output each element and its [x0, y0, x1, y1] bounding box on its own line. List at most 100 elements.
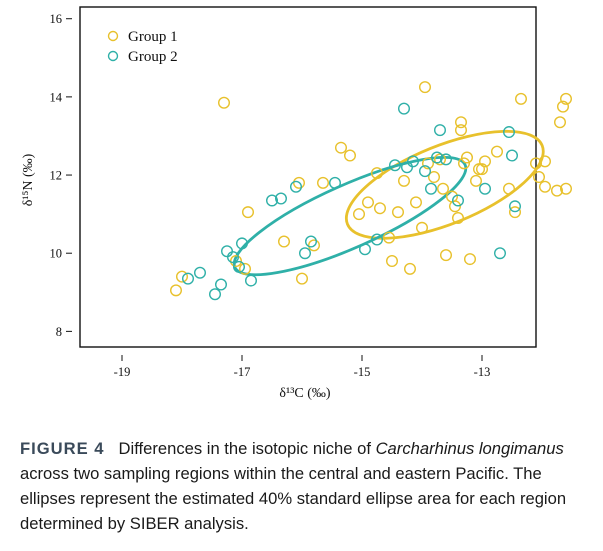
point-group-2 [181, 272, 194, 285]
point-group-2 [226, 251, 239, 264]
x-tick-label: -19 [114, 365, 131, 379]
x-tick-label: -15 [354, 365, 371, 379]
point-group-1 [560, 92, 573, 105]
point-group-2 [275, 192, 288, 205]
point-group-2 [244, 274, 257, 287]
point-group-1 [503, 182, 516, 195]
point-group-1 [470, 174, 483, 187]
point-group-1 [473, 163, 486, 176]
point-group-1 [533, 170, 546, 183]
point-group-1 [560, 182, 573, 195]
point-group-2 [389, 159, 402, 172]
point-group-1 [539, 180, 552, 193]
figure-label: FIGURE 4 [20, 439, 105, 458]
point-group-2 [494, 247, 507, 260]
points-layer [169, 81, 573, 301]
point-group-2 [329, 176, 342, 189]
point-group-2 [290, 180, 303, 193]
point-group-1 [455, 116, 468, 129]
axis-layer: -19 -17 -15 -13 8 10 12 14 16 [50, 12, 491, 379]
point-group-1 [458, 157, 471, 170]
x-tick-label: -17 [234, 365, 251, 379]
y-tick-label: 16 [50, 12, 63, 26]
point-group-1 [419, 81, 432, 94]
point-group-2 [425, 182, 438, 195]
point-group-1 [241, 206, 254, 219]
legend-label-group-2: Group 2 [128, 49, 178, 65]
point-group-1 [509, 206, 522, 219]
point-group-1 [539, 155, 552, 168]
point-group-1 [551, 184, 564, 197]
point-group-1 [386, 255, 399, 268]
point-group-1 [557, 100, 570, 113]
point-group-1 [464, 253, 477, 266]
point-group-1 [217, 96, 230, 109]
point-group-1 [449, 200, 462, 213]
point-group-2 [214, 278, 227, 291]
point-group-1 [353, 208, 366, 221]
y-tick-label: 14 [50, 90, 63, 104]
point-group-1 [278, 235, 291, 248]
point-group-1 [476, 163, 489, 176]
point-group-1 [238, 262, 251, 275]
point-group-2 [193, 266, 206, 279]
point-group-1 [440, 249, 453, 262]
point-group-1 [452, 212, 465, 225]
point-group-1 [479, 155, 492, 168]
caption-species: Carcharhinus longimanus [375, 439, 564, 458]
point-group-2 [266, 194, 279, 207]
point-group-2 [503, 126, 516, 139]
point-group-1 [455, 124, 468, 137]
point-group-1 [530, 157, 543, 170]
scatter-chart: -19 -17 -15 -13 8 10 12 14 16 Group 1 Group 2 δ¹… [21, 6, 573, 401]
y-tick-label: 10 [50, 247, 63, 261]
point-group-1 [398, 174, 411, 187]
point-group-1 [362, 196, 375, 209]
point-group-1 [491, 145, 504, 158]
point-group-1 [335, 141, 348, 154]
point-group-1 [293, 176, 306, 189]
point-group-1 [374, 202, 387, 215]
point-group-1 [392, 206, 405, 219]
point-group-1 [383, 231, 396, 244]
point-group-1 [437, 182, 450, 195]
point-group-2 [232, 260, 245, 273]
point-group-2 [299, 247, 312, 260]
point-group-1 [554, 116, 567, 129]
legend: Group 1 Group 2 [107, 29, 178, 65]
point-group-2 [479, 182, 492, 195]
legend-label-group-1: Group 1 [128, 29, 178, 45]
point-group-1 [296, 272, 309, 285]
point-group-1 [371, 167, 384, 180]
point-group-2 [506, 149, 519, 162]
point-group-1 [422, 157, 435, 170]
point-group-1 [461, 151, 474, 164]
x-tick-label: -13 [474, 365, 491, 379]
ellipse-group-1 [344, 129, 545, 240]
point-group-1 [434, 153, 447, 166]
legend-marker-group-2 [107, 50, 119, 62]
y-tick-label: 12 [50, 169, 63, 183]
point-group-1 [229, 255, 242, 268]
point-group-2 [509, 200, 522, 213]
figure-caption: FIGURE 4 Differences in the isotopic nich… [20, 436, 590, 536]
point-group-2 [440, 153, 453, 166]
x-axis-label: δ¹³C (‰) [279, 386, 330, 401]
point-group-2 [434, 124, 447, 137]
point-group-2 [208, 288, 221, 301]
point-group-2 [407, 155, 420, 168]
point-group-2 [398, 102, 411, 115]
point-group-1 [404, 262, 417, 275]
point-group-1 [308, 239, 321, 252]
point-group-2 [305, 235, 318, 248]
point-group-2 [235, 237, 248, 250]
point-group-2 [452, 194, 465, 207]
y-axis-label: δ¹⁵N (‰) [21, 153, 36, 206]
point-group-1 [410, 196, 423, 209]
y-tick-label: 8 [56, 325, 62, 339]
point-group-1 [317, 176, 330, 189]
point-group-1 [175, 270, 188, 283]
point-group-1 [169, 284, 182, 297]
point-group-2 [371, 233, 384, 246]
point-group-1 [515, 92, 528, 105]
